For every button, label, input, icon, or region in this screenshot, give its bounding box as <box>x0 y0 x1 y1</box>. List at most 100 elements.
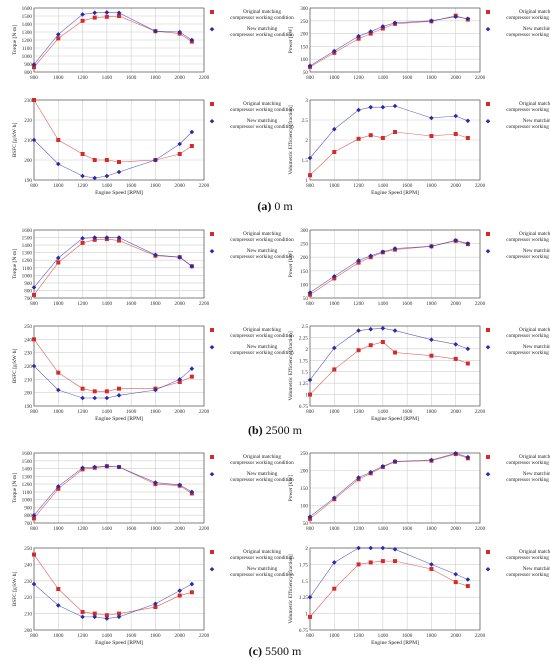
y-tick-label: 1.25 <box>299 381 308 387</box>
data-point-original <box>368 343 373 348</box>
x-tick-label: 800 <box>30 409 38 415</box>
y-tick-label: 200 <box>24 391 32 397</box>
data-point-new <box>429 457 434 463</box>
data-point-original <box>356 36 361 41</box>
y-tick-label: 230 <box>24 98 32 104</box>
data-point-new <box>31 512 37 518</box>
data-point-new <box>80 465 85 471</box>
x-tick-label: 1400 <box>378 183 389 189</box>
data-point-new <box>307 63 313 69</box>
legend-marker-new <box>485 249 491 254</box>
data-point-original <box>92 611 97 616</box>
data-point-original <box>117 238 121 243</box>
data-point-new <box>392 328 398 333</box>
data-point-original <box>429 353 434 358</box>
data-point-new <box>189 581 195 587</box>
x-tick-label: 800 <box>306 526 314 532</box>
y-tick-label: 100 <box>300 282 308 288</box>
data-point-new <box>356 545 361 551</box>
x-tick-label: 1000 <box>53 633 64 639</box>
y-tick-label: 1.75 <box>299 358 308 364</box>
caption-text: 5500 m <box>264 644 302 658</box>
x-tick-label: 800 <box>30 75 38 81</box>
y-tick-label: 1600 <box>22 451 33 457</box>
y-tick-label: 250 <box>300 451 308 457</box>
chart-8: 7008009001000110012001300140015001600800… <box>12 451 294 532</box>
x-tick-label: 1800 <box>150 633 161 639</box>
data-point-new <box>31 137 37 143</box>
chart-2: 190 200 210 220 230 800 1000 1200 1400 1600 1800 20… <box>12 98 294 196</box>
data-point-new <box>189 489 195 495</box>
data-point-new <box>55 32 61 37</box>
legend-marker-original <box>210 10 214 14</box>
y-tick-label: 220 <box>24 595 32 601</box>
legend-marker-original <box>486 328 490 332</box>
data-point-new <box>392 103 398 109</box>
data-point-new <box>177 141 183 147</box>
data-point-new <box>429 337 434 343</box>
y-tick-label: 800 <box>24 70 32 76</box>
legend-marker-original <box>486 10 490 14</box>
x-tick-label: 1400 <box>378 633 389 639</box>
x-tick-label: 800 <box>30 633 38 639</box>
data-point-new <box>331 126 337 132</box>
data-point-new <box>55 603 61 608</box>
x-tick-label: 2000 <box>175 409 186 415</box>
data-point-original <box>56 370 61 375</box>
y-tick-label: 1300 <box>22 251 33 257</box>
data-point-original <box>465 361 470 366</box>
data-point-original <box>308 173 312 178</box>
x-tick-label: 2200 <box>475 75 486 81</box>
data-point-new <box>80 614 85 620</box>
data-point-new <box>465 16 471 22</box>
y-tick-label: 700 <box>24 521 32 527</box>
data-point-new <box>465 577 471 582</box>
data-point-original <box>332 586 337 591</box>
data-point-original <box>56 486 61 491</box>
x-tick-label: 1000 <box>329 526 340 532</box>
data-point-new <box>331 495 337 501</box>
x-tick-label: 1000 <box>329 633 340 639</box>
data-point-new <box>116 10 122 16</box>
x-tick-label: 2000 <box>451 75 462 81</box>
y-tick-label: 250 <box>24 546 32 552</box>
y-tick-label: 200 <box>24 158 32 164</box>
y-tick-label: 900 <box>24 281 32 287</box>
y-tick-label: 190 <box>24 178 32 184</box>
x-axis-label: Engine Speed [RPM] <box>371 640 419 646</box>
caption-text: 2500 m <box>265 423 302 437</box>
data-point-new <box>104 10 110 15</box>
x-tick-label: 1600 <box>126 301 137 307</box>
plot-frame <box>309 229 481 299</box>
data-point-new <box>331 273 337 279</box>
y-tick-label: 1600 <box>22 6 33 12</box>
y-tick-label: 1200 <box>22 258 33 264</box>
data-point-original <box>56 138 61 142</box>
x-tick-label: 2200 <box>199 409 210 415</box>
data-point-original <box>356 348 361 353</box>
data-point-original <box>104 158 109 162</box>
data-point-new <box>177 377 183 382</box>
x-tick-label: 1000 <box>329 75 340 81</box>
data-point-original <box>380 559 385 564</box>
series-line-new <box>309 327 468 381</box>
data-point-new <box>368 469 374 475</box>
chart-0: 800 900 1000 1100 1200 1300 1400 1500 1600 800 100… <box>12 6 294 81</box>
data-point-new <box>380 104 386 110</box>
x-tick-label: 1400 <box>102 75 113 81</box>
y-axis-label: Power [kW] <box>288 27 294 54</box>
legend-marker-original <box>210 102 214 106</box>
data-point-original <box>332 367 337 372</box>
series-line-new <box>309 16 468 67</box>
y-tick-label: 250 <box>300 242 308 248</box>
y-axis-label: Power [kW] <box>288 475 294 502</box>
caption-a: (a) 0 m <box>0 199 550 214</box>
y-tick-label: 210 <box>24 377 32 383</box>
x-tick-label: 1000 <box>329 301 340 307</box>
x-tick-label: 1400 <box>102 526 113 532</box>
x-tick-label: 1200 <box>77 75 88 81</box>
